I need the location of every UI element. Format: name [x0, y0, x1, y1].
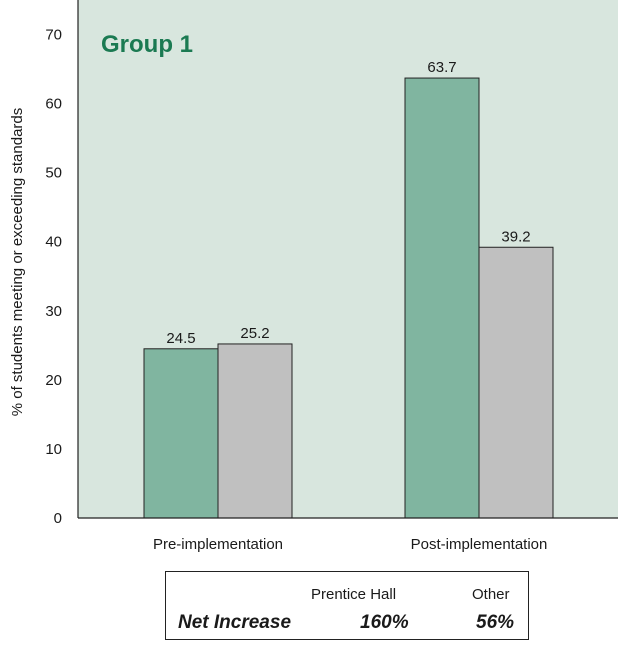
y-tick-label: 10 [45, 441, 62, 458]
bar-prentice-hall [143, 348, 219, 519]
chart-title: Group 1 [101, 31, 193, 58]
prentice-hall-header: Prentice Hall [311, 586, 397, 603]
bar-chart: 0 10 20 30 40 50 60 70 24.5 25.2 63.7 39.2 Pre-imp… [9, 0, 618, 553]
prentice-hall-net-increase: 160% [360, 612, 409, 633]
net-increase-table: Prentice Hall Other Net Increase 160% 56… [165, 571, 529, 640]
data-label: 24.5 [166, 330, 195, 347]
bar-prentice-hall [404, 77, 480, 519]
other-header: Other [472, 586, 510, 603]
bar-other [478, 246, 554, 519]
y-tick-label: 60 [45, 96, 62, 113]
y-axis-label: % of students meeting or exceeding stand… [9, 108, 26, 417]
net-increase-label: Net Increase [178, 612, 292, 633]
y-axis-ticks: 0 10 20 30 40 50 60 70 [45, 27, 62, 527]
data-labels: 24.5 25.2 63.7 39.2 [166, 59, 530, 347]
y-tick-label: 50 [45, 165, 62, 182]
other-net-increase: 56% [476, 612, 515, 633]
y-tick-label: 40 [45, 234, 62, 251]
category-label: Post-implementation [411, 536, 548, 553]
y-tick-label: 70 [45, 27, 62, 44]
data-label: 63.7 [427, 59, 456, 76]
data-label: 39.2 [501, 228, 530, 245]
bars [143, 77, 554, 519]
y-tick-label: 30 [45, 303, 62, 320]
category-label: Pre-implementation [153, 536, 283, 553]
y-tick-label: 0 [54, 510, 62, 527]
category-labels: Pre-implementation Post-implementation [153, 536, 547, 553]
bar-other [217, 343, 293, 519]
y-tick-label: 20 [45, 372, 62, 389]
data-label: 25.2 [240, 325, 269, 342]
